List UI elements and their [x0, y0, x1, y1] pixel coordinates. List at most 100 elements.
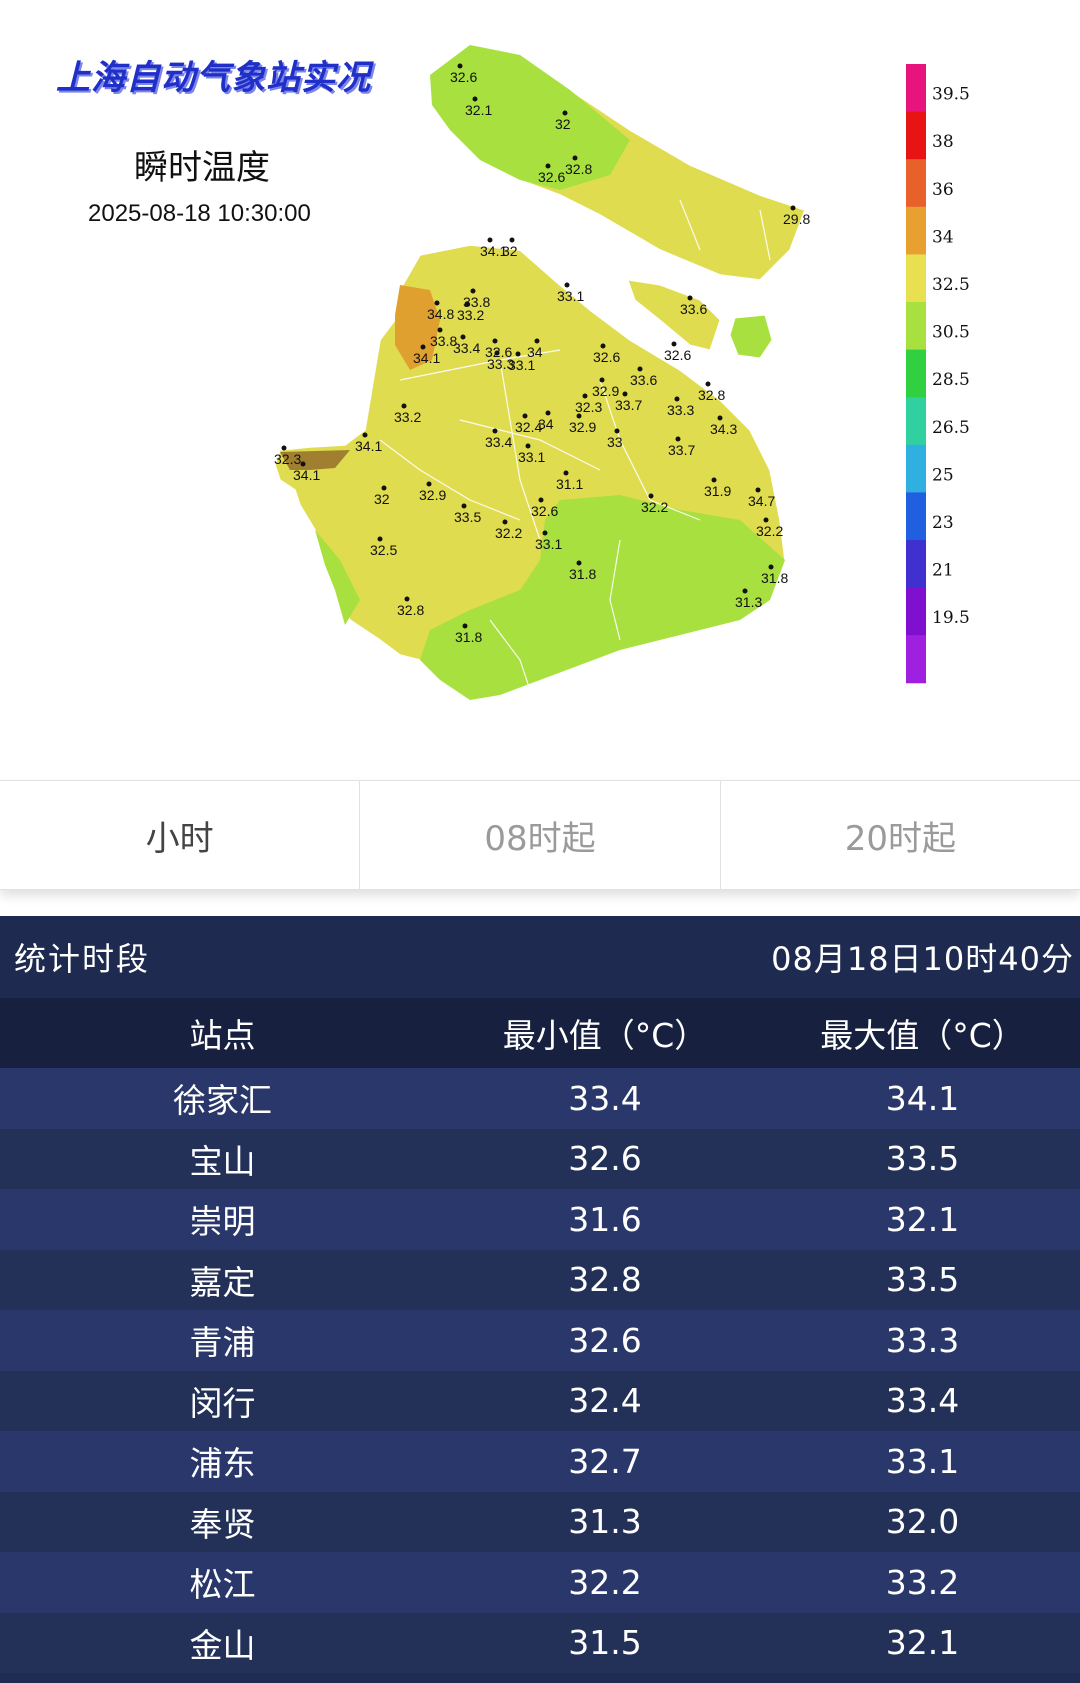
- station-temperature-label: 32.2: [641, 499, 668, 515]
- min-value: 32.6: [568, 1320, 642, 1360]
- color-legend: 39.5 38 36 34 32.5 30.5 28.5 26.5 25 23 21 19.5: [906, 64, 970, 684]
- legend-swatch: [906, 540, 926, 589]
- station-temperature-label: 32.6: [538, 169, 565, 185]
- max-value: 33.2: [885, 1562, 960, 1602]
- station-temperature-label: 32.1: [465, 102, 492, 118]
- col-station: 站点: [189, 1016, 256, 1055]
- station-dot: [426, 481, 432, 487]
- map-title: 瞬时温度: [134, 148, 270, 188]
- station-dot: [462, 623, 468, 629]
- period-tabs: 小时 08时起 20时起: [0, 780, 1080, 890]
- station-dot: [562, 110, 568, 116]
- changxing-island: [627, 279, 721, 351]
- period-value: 08月18日10时40分: [771, 940, 1074, 978]
- station-dot: [671, 341, 677, 347]
- station-dot: [461, 503, 467, 509]
- station-temperature-label: 32: [555, 116, 571, 132]
- station-dot: [614, 428, 620, 434]
- map-brand-title: 上海自动气象站实况: [56, 58, 371, 98]
- station-dot: [705, 381, 711, 387]
- station-dot: [717, 415, 723, 421]
- min-value: 32.4: [568, 1381, 642, 1421]
- station-temperature-label: 34: [538, 416, 554, 432]
- station-temperature-label: 34.1: [480, 243, 507, 259]
- station-temperature-label: 34.1: [355, 438, 382, 454]
- station-name: 奉贤: [189, 1504, 256, 1544]
- station-dot: [494, 350, 500, 356]
- legend-swatch: [906, 349, 926, 398]
- station-dot: [420, 344, 426, 350]
- table-row[interactable]: 浦东 32.7 33.1: [0, 1431, 1080, 1492]
- station-dot: [599, 377, 605, 383]
- table-row[interactable]: 宝山 32.6 33.5: [0, 1128, 1080, 1189]
- max-value: 33.5: [885, 1260, 960, 1300]
- station-dot: [492, 338, 498, 344]
- station-temperature-label: 33.7: [668, 442, 695, 458]
- station-name: 浦东: [189, 1444, 256, 1484]
- station-dot: [362, 432, 368, 438]
- station-temperature-label: 33.2: [394, 409, 421, 425]
- legend-swatch: [906, 444, 926, 493]
- station-temperature-label: 33.8: [430, 333, 457, 349]
- station-dot: [711, 477, 717, 483]
- station-dot: [300, 461, 306, 467]
- station-dot: [534, 338, 540, 344]
- station-temperature-label: 33.6: [680, 301, 707, 317]
- legend-swatch: [906, 635, 926, 684]
- table-row[interactable]: 闵行 32.4 33.4: [0, 1370, 1080, 1431]
- legend-swatch: [906, 302, 926, 351]
- station-dot: [464, 301, 470, 307]
- legend-swatch: [906, 64, 926, 113]
- table-row[interactable]: 金山 31.5 32.1: [0, 1612, 1080, 1673]
- legend-swatch: [906, 111, 926, 160]
- station-dot: [674, 396, 680, 402]
- table-row[interactable]: 嘉定 32.8 33.5: [0, 1249, 1080, 1310]
- table-row[interactable]: 徐家汇 33.4 34.1: [0, 1068, 1080, 1129]
- station-dot: [525, 443, 531, 449]
- station-dot: [755, 487, 761, 493]
- min-value: 32.8: [568, 1260, 642, 1300]
- station-temperature-label: 33.4: [485, 434, 512, 450]
- station-temperature-label: 32.6: [450, 69, 477, 85]
- station-dot: [381, 485, 387, 491]
- table-row[interactable]: 松江 32.2 33.2: [0, 1552, 1080, 1613]
- col-min: 最小值（°C）: [502, 1016, 708, 1055]
- tab-from-08[interactable]: 08时起: [360, 781, 721, 889]
- station-dot: [502, 519, 508, 525]
- station-dot: [401, 403, 407, 409]
- legend-label: 26.5: [932, 418, 970, 438]
- min-value: 31.3: [568, 1502, 642, 1542]
- station-dot: [622, 391, 628, 397]
- station-dot: [538, 497, 544, 503]
- max-value: 32.0: [885, 1502, 960, 1542]
- station-dot: [509, 237, 515, 243]
- station-dot: [434, 300, 440, 306]
- min-value: 32.7: [568, 1441, 642, 1481]
- station-temperature-label: 34: [527, 344, 543, 360]
- station-temperature-label: 32.2: [756, 523, 783, 539]
- table-row[interactable]: 奉贤 31.3 32.0: [0, 1491, 1080, 1552]
- station-temperature-label: 32.5: [370, 542, 397, 558]
- station-temperature-label: 31.9: [704, 483, 731, 499]
- station-temperature-label: 33.1: [535, 536, 562, 552]
- tab-from-20[interactable]: 20时起: [844, 818, 956, 859]
- legend-label: 23: [932, 513, 954, 533]
- station-name: 松江: [189, 1565, 256, 1605]
- station-temperature-label: 34.1: [413, 350, 440, 366]
- stats-table: 统计时段 08月18日10时40分 站点 最小值（°C） 最大值（°C） 徐家汇…: [0, 916, 1080, 1683]
- station-temperature-label: 32: [502, 243, 518, 259]
- station-temperature-label: 31.3: [735, 594, 762, 610]
- period-label: 统计时段: [14, 940, 151, 978]
- station-dot: [545, 163, 551, 169]
- legend-label: 25: [932, 465, 954, 485]
- station-temperature-label: 31.1: [556, 476, 583, 492]
- station-dot: [742, 588, 748, 594]
- tab-hourly[interactable]: 小时: [0, 781, 361, 889]
- station-dot: [763, 517, 769, 523]
- station-dot: [563, 470, 569, 476]
- temperature-map-panel: 32.6 32.1 32 32.6 32.8 29.8 34.1 32 33.6 33.1 34.8…: [0, 0, 1080, 780]
- table-row[interactable]: 青浦 32.6 33.3: [0, 1310, 1080, 1371]
- min-value: 32.6: [568, 1139, 642, 1179]
- table-row[interactable]: 崇明 31.6 32.1: [0, 1189, 1080, 1250]
